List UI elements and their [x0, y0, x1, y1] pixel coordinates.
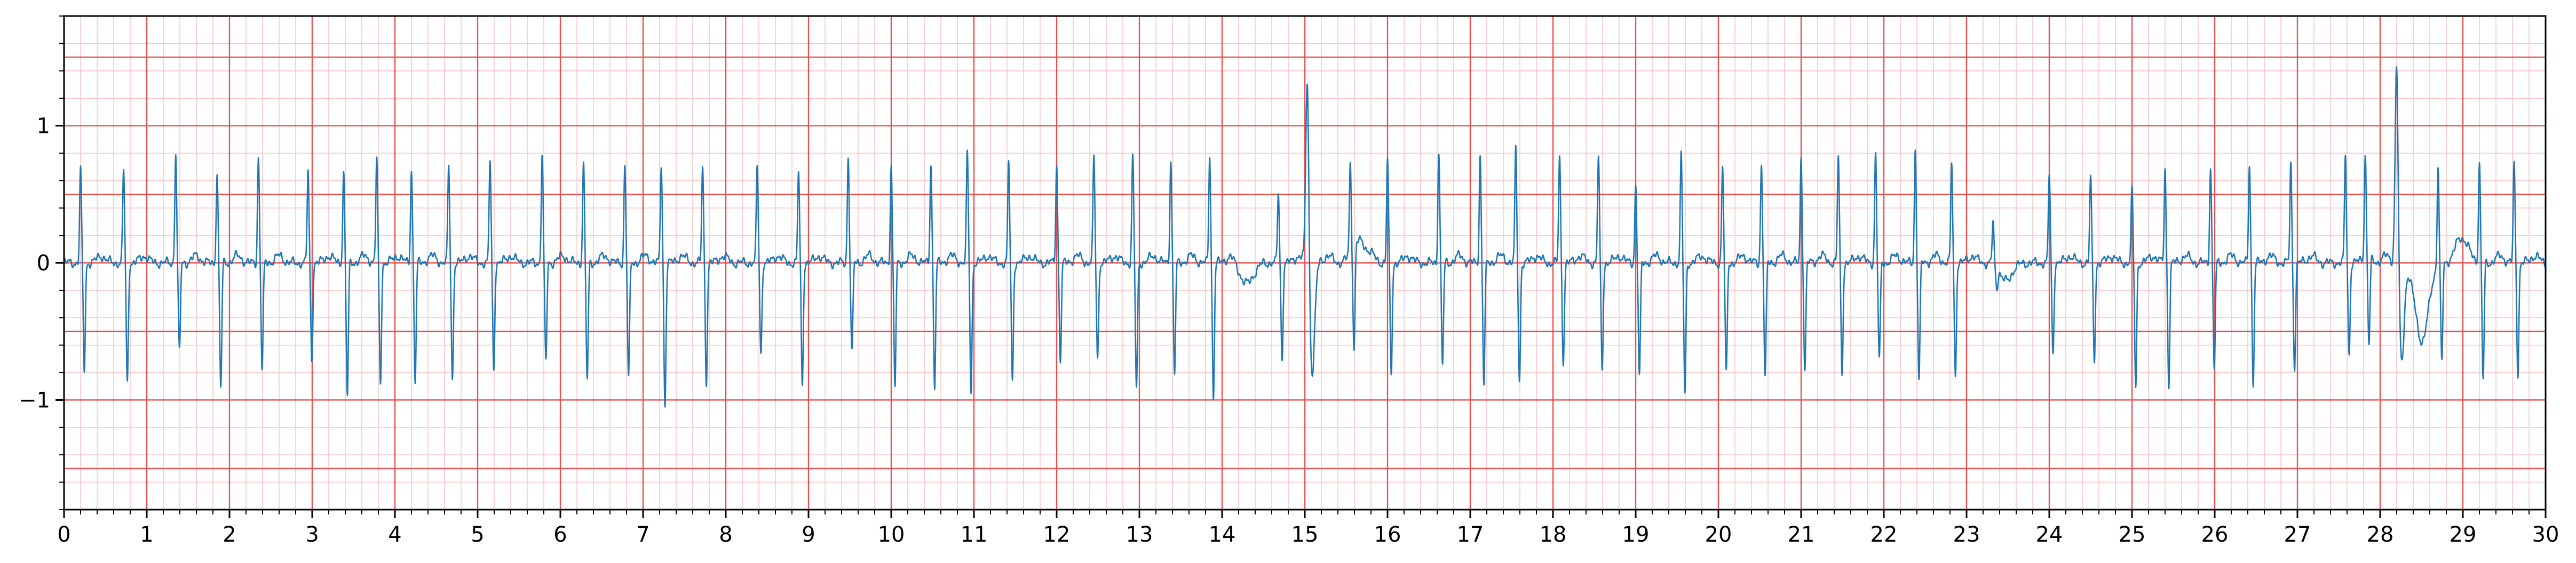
- x-axis: 0 1 2 3 4 5 6 7 8 9 10 11 12 13 14 15 16 17 18 19 20 21 22 23 24…: [57, 510, 2559, 547]
- x-tick-label: 6: [553, 522, 567, 547]
- x-tick-label: 0: [57, 522, 70, 547]
- x-tick-label: 25: [2119, 522, 2146, 547]
- x-tick-label: 27: [2284, 522, 2311, 547]
- y-tick-label: −1: [19, 388, 50, 413]
- x-tick-label: 10: [878, 522, 905, 547]
- x-tick-label: 12: [1043, 522, 1071, 547]
- x-tick-label: 18: [1540, 522, 1567, 547]
- y-tick-label: 1: [37, 114, 50, 139]
- x-tick-label: 14: [1209, 522, 1236, 547]
- x-tick-label: 15: [1291, 522, 1319, 547]
- x-tick-label: 8: [719, 522, 732, 547]
- x-tick-label: 13: [1126, 522, 1153, 547]
- x-tick-label: 30: [2532, 522, 2559, 547]
- x-tick-label: 20: [1705, 522, 1732, 547]
- x-tick-label: 9: [802, 522, 815, 547]
- x-tick-label: 24: [2036, 522, 2063, 547]
- x-tick-label: 28: [2367, 522, 2394, 547]
- x-tick-label: 21: [1788, 522, 1815, 547]
- x-tick-label: 7: [636, 522, 649, 547]
- x-tick-label: 4: [388, 522, 401, 547]
- x-tick-label: 19: [1622, 522, 1650, 547]
- x-tick-label: 17: [1457, 522, 1484, 547]
- x-tick-label: 2: [223, 522, 236, 547]
- x-tick-label: 3: [305, 522, 319, 547]
- x-tick-label: 29: [2450, 522, 2477, 547]
- x-tick-label: 16: [1374, 522, 1401, 547]
- y-tick-label: 0: [37, 251, 50, 276]
- ecg-trace-series: [63, 54, 2546, 408]
- x-tick-label: 5: [471, 522, 484, 547]
- major-grid: [63, 16, 2547, 510]
- ecg-trace-line: [63, 66, 2546, 408]
- x-tick-label: 26: [2201, 522, 2229, 547]
- y-axis: −1 0 1: [19, 15, 64, 510]
- x-tick-label: 23: [1953, 522, 1980, 547]
- x-tick-label: 22: [1870, 522, 1898, 547]
- x-tick-label: 11: [961, 522, 988, 547]
- x-tick-label: 1: [140, 522, 153, 547]
